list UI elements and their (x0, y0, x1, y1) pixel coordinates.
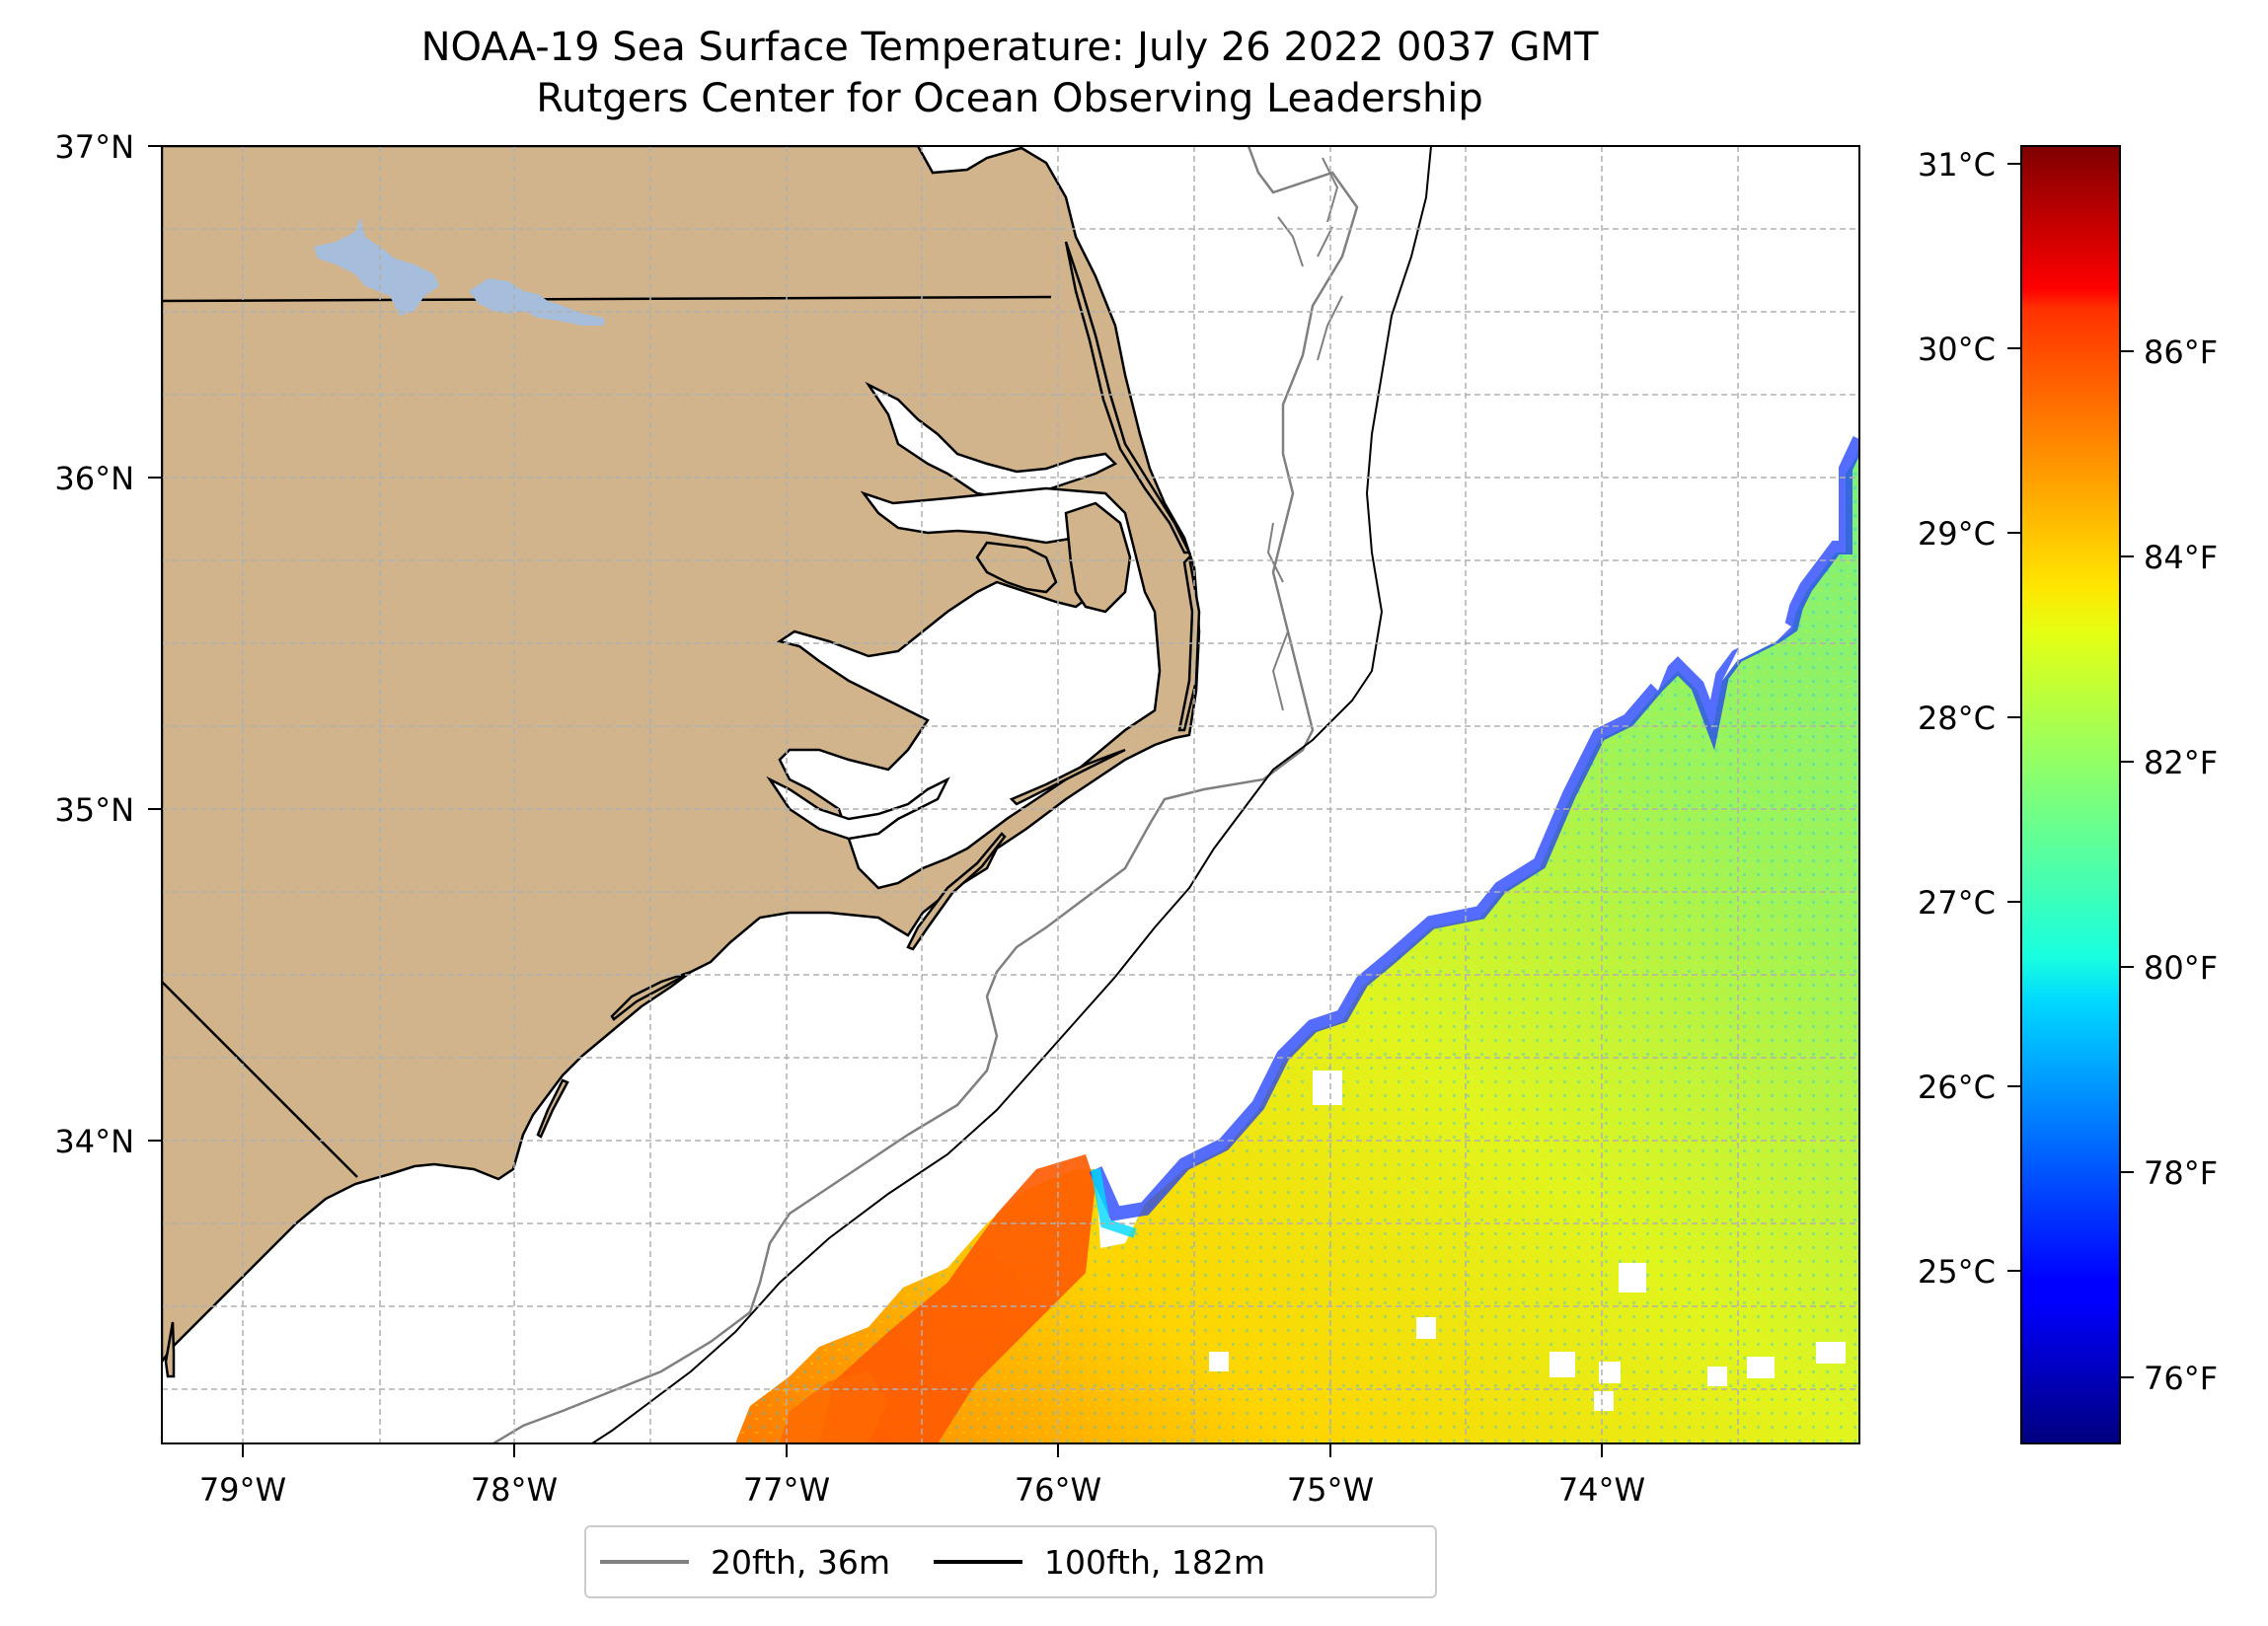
lon-tick-76w: 76°W (1015, 1471, 1101, 1509)
colorbar-f-tick-76: 76°F (2144, 1360, 2218, 1397)
legend-entry-20fth: 20fth, 36m (600, 1543, 890, 1582)
state-border-nc-sc (162, 981, 358, 1178)
map-frame (161, 145, 1860, 1444)
lat-tick-36n: 36°N (54, 460, 134, 497)
axis-ticks (148, 145, 1603, 1457)
colorbar-c-tick-30: 30°C (1918, 331, 1996, 368)
lat-tick-37n: 37°N (54, 128, 134, 166)
barrier-island-bogue (610, 970, 692, 1021)
colorbar-f-tick-86: 86°F (2144, 333, 2218, 371)
lake-kerr (314, 217, 439, 316)
land-peninsula-1 (975, 541, 1058, 594)
lat-tick-35n: 35°N (54, 791, 134, 829)
colorbar-c-tick-31: 31°C (1918, 146, 1996, 184)
legend-swatch-20fth (600, 1560, 689, 1564)
barrier-island-cape-lookout (1009, 748, 1126, 806)
legend-label-100fth: 100fth, 182m (1044, 1542, 1265, 1582)
colorbar-c-tick-29: 29°C (1918, 515, 1996, 553)
sst-data-layer (735, 436, 1859, 1443)
sound-neuse (766, 776, 950, 841)
legend-swatch-100fth (934, 1560, 1022, 1564)
colorbar-c-tick-26: 26°C (1918, 1069, 1996, 1106)
colorbar-f-tick-82: 82°F (2144, 744, 2218, 781)
sound-albemarle (865, 381, 1118, 500)
legend: 20fth, 36m 100fth, 182m (584, 1525, 1437, 1598)
colorbar-ticks (2007, 163, 2134, 1378)
legend-entry-100fth: 100fth, 182m (934, 1543, 1265, 1582)
lon-tick-78w: 78°W (471, 1471, 558, 1509)
lat-tick-34n: 34°N (54, 1123, 134, 1160)
chart-title: NOAA-19 Sea Surface Temperature: July 26… (0, 22, 2019, 124)
colorbar-c-tick-25: 25°C (1918, 1253, 1996, 1291)
outer-banks-north (1064, 241, 1192, 554)
isobath-100fth (591, 146, 1432, 1443)
barrier-island-south (164, 1321, 176, 1378)
isobath-20fth (492, 146, 1359, 1443)
title-line-1: NOAA-19 Sea Surface Temperature: July 26… (420, 25, 1599, 70)
colorbar-f-tick-80: 80°F (2144, 949, 2218, 987)
colorbar-c-tick-27: 27°C (1918, 884, 1996, 922)
lon-tick-74w: 74°W (1558, 1471, 1645, 1509)
lon-tick-79w: 79°W (199, 1471, 286, 1509)
colorbar-f-tick-78: 78°F (2144, 1154, 2218, 1192)
legend-label-20fth: 20fth, 36m (711, 1542, 890, 1582)
title-line-2: Rutgers Center for Ocean Observing Leade… (536, 76, 1483, 121)
isobath-20fth-shoals (1266, 157, 1343, 711)
lake-gaston (469, 278, 604, 326)
colorbar-f-tick-84: 84°F (2144, 539, 2218, 576)
lon-tick-77w: 77°W (743, 1471, 830, 1509)
state-border-nc-va (162, 295, 1052, 303)
barrier-island-shackleford (906, 832, 1007, 951)
land-peninsula-2 (1064, 501, 1132, 614)
colorbar-c-tick-28: 28°C (1918, 700, 1996, 737)
colorbar (2020, 145, 2121, 1444)
lon-tick-75w: 75°W (1287, 1471, 1374, 1509)
barrier-island-topsail (536, 1078, 569, 1139)
gridlines (162, 146, 1859, 1443)
